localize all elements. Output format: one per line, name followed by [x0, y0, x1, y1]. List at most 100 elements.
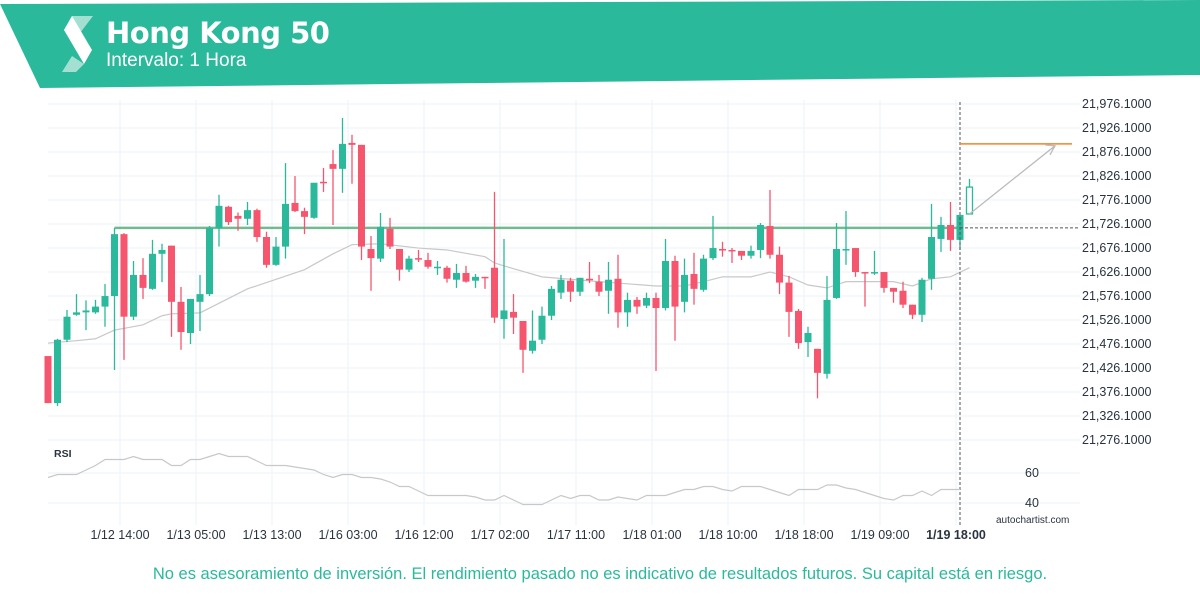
- candle-up: [472, 276, 479, 281]
- candle-down: [633, 299, 641, 307]
- candle-up: [871, 272, 878, 274]
- candle-down: [225, 206, 232, 223]
- candle-up: [272, 246, 280, 265]
- price-chart: 21,976.1000 21,926.1000 21,876.1000 21,826.…: [44, 97, 1152, 542]
- candle-up: [833, 249, 840, 298]
- candle-up: [130, 274, 137, 317]
- candle-down: [728, 249, 736, 252]
- candle-down: [519, 321, 527, 350]
- candle-up: [823, 299, 831, 374]
- candle-down: [795, 310, 802, 344]
- y-tick-label: 21,326.1000: [1082, 409, 1152, 423]
- forecast-arrow: [969, 145, 1056, 215]
- disclaimer: No es asesoramiento de inversión. El ren…: [152, 565, 1048, 583]
- candle-down: [861, 272, 869, 274]
- candle-down: [890, 287, 897, 292]
- candle-up: [92, 306, 99, 313]
- candle-up: [804, 333, 812, 343]
- candle-up: [310, 182, 318, 218]
- candle-down: [947, 225, 954, 240]
- candle-up: [605, 279, 612, 291]
- y-tick-label: 21,526.1000: [1082, 313, 1152, 327]
- y-tick-label: 21,426.1000: [1082, 361, 1152, 375]
- candle-down: [415, 258, 422, 260]
- instrument-title: Hong Kong 50: [106, 16, 330, 50]
- candle-down: [776, 254, 783, 283]
- candle-up: [747, 250, 755, 256]
- candle-down: [177, 301, 185, 333]
- candle-down: [766, 225, 774, 255]
- candle-down: [348, 142, 356, 145]
- candle-down: [614, 278, 622, 313]
- candle-down: [899, 290, 907, 305]
- candle-up: [73, 312, 80, 315]
- interval-subtitle: Intervalo: 1 Hora: [106, 50, 247, 71]
- candle-up: [149, 253, 156, 289]
- candle-up: [282, 203, 289, 247]
- forecast-candle: [965, 186, 974, 215]
- candle-up: [434, 266, 441, 269]
- candle-up: [928, 237, 935, 279]
- candle-up: [624, 299, 631, 313]
- candle-up: [244, 210, 251, 219]
- candle-down: [234, 215, 242, 219]
- candle-down: [690, 273, 698, 289]
- candle-up: [918, 279, 926, 315]
- candle-down: [358, 144, 365, 247]
- rsi-tick-label: 60: [1025, 466, 1039, 480]
- candle-down: [491, 267, 498, 318]
- y-tick-label: 21,676.1000: [1082, 241, 1152, 255]
- candle-up: [187, 298, 194, 334]
- candle-up: [538, 315, 546, 340]
- candle-down: [652, 297, 660, 309]
- candle-up: [158, 249, 166, 254]
- candle-down: [719, 249, 726, 251]
- candle-up: [557, 279, 565, 293]
- candle-up: [453, 273, 460, 280]
- rsi-line: [47, 452, 960, 506]
- brand-watermark: autochartist.com: [996, 515, 1070, 526]
- y-tick-label: 21,826.1000: [1082, 169, 1152, 183]
- y-tick-label: 21,626.1000: [1082, 265, 1152, 279]
- candle-up: [662, 261, 669, 309]
- y-tick-label: 21,476.1000: [1082, 337, 1152, 351]
- y-tick-label: 21,376.1000: [1082, 385, 1152, 399]
- y-tick-label: 21,926.1000: [1082, 121, 1152, 135]
- candle-down: [386, 228, 394, 247]
- y-tick-label: 21,876.1000: [1082, 145, 1152, 159]
- candle-down: [424, 260, 432, 267]
- candle-down: [168, 245, 175, 302]
- candle-down: [44, 356, 52, 404]
- x-tick-label: 1/18 01:00: [622, 528, 681, 542]
- candle-up: [548, 288, 555, 316]
- candle-down: [443, 267, 451, 279]
- x-tick-label: 1/17 11:00: [547, 528, 605, 542]
- candle-up: [111, 234, 118, 297]
- candle-up: [700, 258, 707, 290]
- candle-down: [909, 304, 916, 315]
- candle-down: [139, 274, 147, 288]
- rsi-tick-label: 40: [1025, 496, 1039, 510]
- y-tick-label: 21,276.1000: [1082, 433, 1152, 447]
- candle-down: [329, 164, 337, 169]
- candle-down: [814, 348, 821, 373]
- candle-up: [405, 258, 413, 270]
- candle-up: [757, 225, 764, 250]
- y-tick-label: 21,576.1000: [1082, 289, 1152, 303]
- x-tick-label: 1/16 12:00: [394, 528, 453, 542]
- y-tick-label: 21,976.1000: [1082, 97, 1152, 111]
- moving-average-line: [47, 243, 970, 344]
- x-tick-label: 1/17 02:00: [470, 528, 529, 542]
- candle-up: [196, 294, 204, 302]
- x-tick-label: 1/18 10:00: [698, 528, 757, 542]
- candle-up: [681, 274, 688, 302]
- candle-up: [842, 249, 850, 251]
- candle-down: [291, 202, 299, 212]
- candle-up: [101, 296, 109, 307]
- header-banner: [0, 0, 1200, 88]
- x-tick-label: 1/19 18:00: [926, 528, 986, 542]
- x-tick-label: 1/16 03:00: [318, 528, 377, 542]
- candle-up: [709, 248, 717, 259]
- y-tick-label: 21,726.1000: [1082, 217, 1152, 231]
- candle-up: [54, 339, 61, 404]
